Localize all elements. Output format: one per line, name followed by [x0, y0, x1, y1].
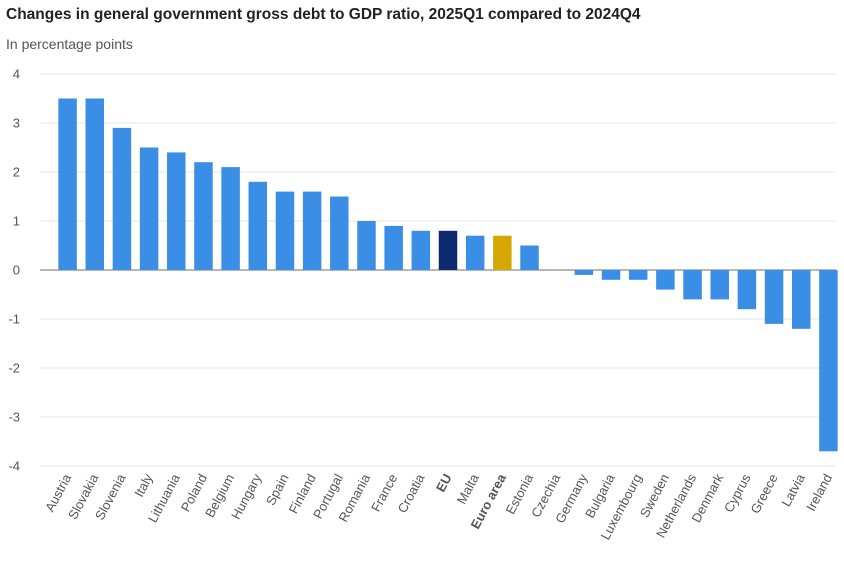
bar-denmark[interactable]: [710, 270, 729, 300]
bar-euro-area[interactable]: [493, 235, 512, 270]
x-category-label: Ireland: [803, 471, 835, 513]
bar-portugal[interactable]: [330, 196, 349, 271]
bar-romania[interactable]: [357, 221, 376, 270]
bar-slovakia[interactable]: [85, 98, 104, 271]
bar-greece[interactable]: [764, 270, 784, 324]
bar-hungary[interactable]: [248, 181, 268, 270]
bar-eu[interactable]: [438, 230, 458, 270]
x-category-label: EU: [433, 471, 455, 494]
bar-poland[interactable]: [194, 162, 213, 270]
y-tick-label: -2: [8, 361, 20, 376]
bar-estonia[interactable]: [520, 245, 539, 271]
bar-slovenia[interactable]: [112, 127, 132, 271]
bar-france[interactable]: [384, 225, 403, 270]
bar-germany[interactable]: [574, 270, 594, 275]
bar-malta[interactable]: [465, 235, 485, 270]
x-category-label: Spain: [263, 471, 292, 507]
bar-latvia[interactable]: [792, 270, 811, 329]
y-tick-label: -4: [8, 459, 20, 474]
y-tick-label: -1: [8, 312, 20, 327]
chart-subtitle: In percentage points: [6, 36, 133, 52]
x-category-label: Malta: [454, 471, 483, 507]
chart-title: Changes in general government gross debt…: [6, 6, 641, 23]
x-category-label: Italy: [131, 471, 156, 500]
y-axis-ticks: 4 3 2 1 0 -1 -2 -3 -4: [8, 67, 20, 474]
bar-cyprus[interactable]: [737, 270, 757, 310]
y-tick-label: 0: [13, 263, 20, 278]
bars: [58, 98, 838, 452]
y-tick-label: 1: [13, 214, 20, 229]
bar-belgium[interactable]: [221, 167, 240, 270]
bar-finland[interactable]: [302, 191, 322, 270]
bar-bulgaria[interactable]: [601, 270, 621, 280]
bar-croatia[interactable]: [411, 230, 431, 270]
bar-netherlands[interactable]: [683, 270, 702, 300]
bar-austria[interactable]: [58, 98, 77, 271]
bar-spain[interactable]: [275, 191, 295, 270]
x-category-label: Croatia: [395, 471, 428, 516]
y-tick-label: 2: [13, 165, 20, 180]
bar-italy[interactable]: [139, 147, 159, 271]
y-tick-label: 3: [13, 116, 20, 131]
y-tick-label: -3: [8, 410, 20, 425]
y-tick-label: 4: [13, 67, 20, 82]
bar-ireland[interactable]: [819, 270, 838, 452]
bar-lithuania[interactable]: [167, 152, 186, 270]
bar-sweden[interactable]: [656, 270, 675, 290]
bar-luxembourg[interactable]: [628, 270, 648, 280]
